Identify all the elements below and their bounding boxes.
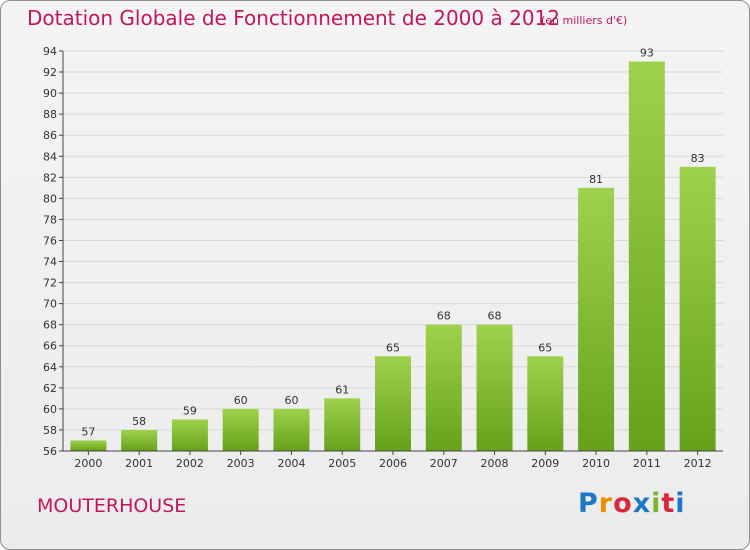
x-tick-label: 2011: [633, 457, 661, 470]
x-tick-label: 2000: [74, 457, 102, 470]
bar-2001: [121, 429, 158, 451]
data-label-2010: 81: [589, 173, 603, 186]
axes: 56 58 60 62 64 66 68 70 72 74 76 78 80 82 84 86 88 90 92 94…: [43, 45, 723, 470]
y-tick-label: 68: [43, 319, 57, 332]
data-label-2006: 65: [386, 341, 400, 354]
x-tick-label: 2009: [531, 457, 559, 470]
bar-2012: [679, 166, 716, 451]
chart-subtitle: (en milliers d'€): [541, 14, 628, 27]
logo-letter: o: [613, 488, 633, 519]
y-tick-label: 94: [43, 45, 57, 58]
data-label-2008: 68: [488, 310, 502, 323]
bar-2007: [425, 324, 462, 451]
data-label-2003: 60: [234, 394, 248, 407]
y-tick-label: 80: [43, 192, 57, 205]
bar-2002: [171, 419, 208, 451]
x-tick-label: 2005: [328, 457, 356, 470]
y-tick-label: 90: [43, 87, 57, 100]
y-tick-label: 86: [43, 129, 57, 142]
bar-2005: [324, 398, 361, 451]
y-tick-label: 82: [43, 171, 57, 184]
proxiti-logo: Proxiti: [578, 488, 686, 519]
logo-letter: t: [661, 488, 676, 519]
logo-letter: i: [651, 488, 662, 519]
y-tick-label: 76: [43, 234, 57, 247]
bar-2011: [628, 61, 665, 452]
x-tick-label: 2007: [430, 457, 458, 470]
y-tick-label: 60: [43, 403, 57, 416]
y-tick-label: 64: [43, 361, 57, 374]
chart-title: Dotation Globale de Fonctionnement de 20…: [27, 6, 560, 30]
y-tick-label: 78: [43, 213, 57, 226]
bar-2004: [273, 408, 310, 451]
y-tick-label: 72: [43, 277, 57, 290]
y-tick-label: 88: [43, 108, 57, 121]
x-tick-label: 2008: [481, 457, 509, 470]
data-label-2000: 57: [81, 425, 95, 438]
y-tick-label: 84: [43, 150, 57, 163]
x-tick-label: 2010: [582, 457, 610, 470]
bar-2010: [578, 187, 615, 451]
bar-2006: [375, 356, 411, 451]
logo-letter: r: [598, 488, 614, 519]
data-label-2005: 61: [335, 383, 349, 396]
y-tick-label: 62: [43, 382, 57, 395]
y-tick-label: 66: [43, 340, 57, 353]
data-label-2011: 93: [640, 47, 654, 60]
y-tick-label: 58: [43, 424, 57, 437]
y-tick-label: 74: [43, 256, 57, 269]
bar-2009: [527, 356, 564, 451]
data-label-2002: 59: [183, 404, 197, 417]
x-tick-label: 2012: [684, 457, 712, 470]
logo-letter: x: [632, 488, 652, 519]
logo-letter: i: [675, 488, 686, 519]
logo-letter: P: [578, 488, 599, 519]
bar-2008: [476, 324, 513, 451]
data-label-2001: 58: [132, 415, 146, 428]
data-label-2012: 83: [691, 152, 705, 165]
x-tick-label: 2001: [125, 457, 153, 470]
bar-2000: [70, 440, 107, 451]
data-label-2004: 60: [284, 394, 298, 407]
bars: 57 58 59 60 60 61 65 68 68 65 81 93 83: [70, 47, 716, 452]
data-label-2007: 68: [437, 310, 451, 323]
x-tick-label: 2004: [277, 457, 305, 470]
x-tick-label: 2002: [176, 457, 204, 470]
commune-name: MOUTERHOUSE: [37, 495, 187, 517]
data-label-2009: 65: [538, 341, 552, 354]
bar-2003: [222, 408, 259, 451]
y-tick-label: 70: [43, 298, 57, 311]
x-tick-label: 2003: [227, 457, 255, 470]
x-tick-label: 2006: [379, 457, 407, 470]
y-tick-label: 92: [43, 66, 57, 79]
y-tick-label: 56: [43, 445, 57, 458]
